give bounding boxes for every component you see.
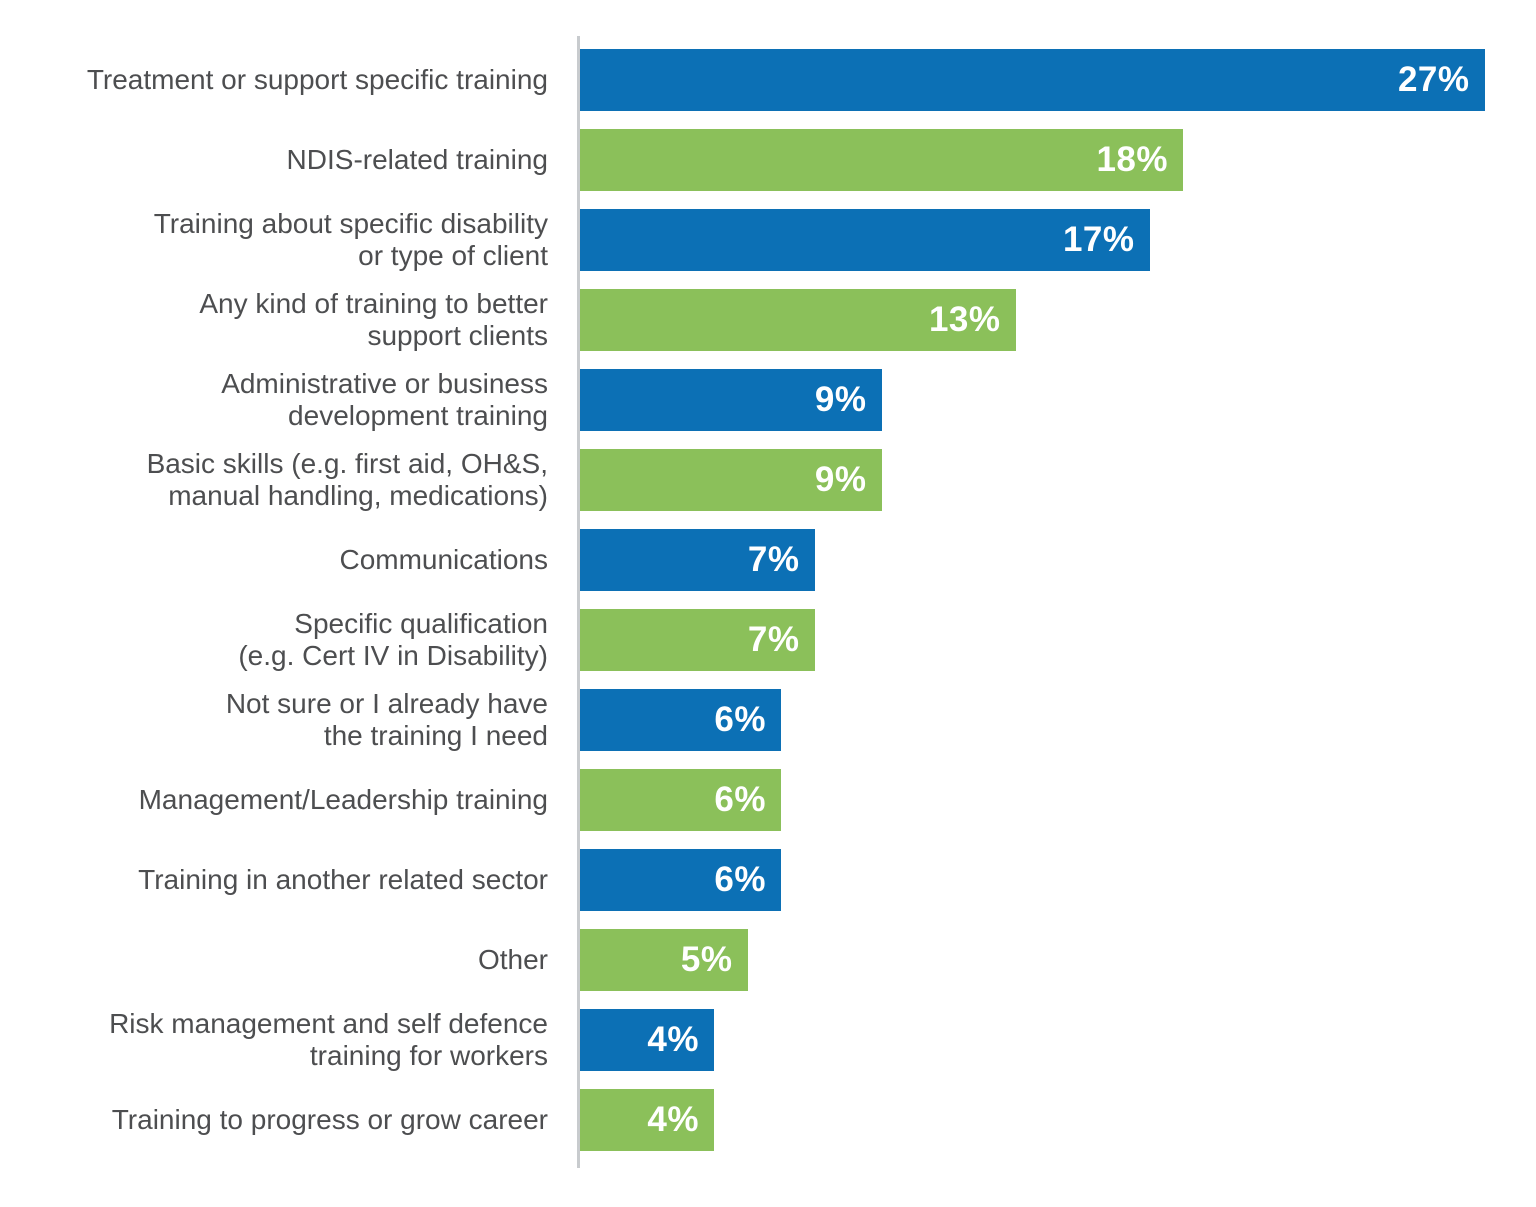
value-label: 5% <box>680 940 733 979</box>
category-label-line: Communications <box>339 544 548 575</box>
chart-row: Management/Leadership training 6% <box>0 760 1536 840</box>
value-label: 6% <box>714 780 766 819</box>
bar-area: 4% <box>580 1000 1536 1080</box>
value-label: 13% <box>928 300 1001 339</box>
category-label-line: support clients <box>367 320 548 351</box>
category-label: Training about specific disability or typ… <box>0 208 580 272</box>
category-label: Not sure or I already have the training I… <box>0 688 580 752</box>
category-label-line: Any kind of training to better <box>199 288 548 319</box>
chart-row: Any kind of training to better support cl… <box>0 280 1536 360</box>
bar: 17% <box>580 209 1150 271</box>
bar: 9% <box>580 369 882 431</box>
bar-area: 9% <box>580 360 1536 440</box>
bar-area: 27% <box>580 40 1536 120</box>
bar: 5% <box>580 929 748 991</box>
bar: 7% <box>580 529 815 591</box>
chart-row: Training about specific disability or typ… <box>0 200 1536 280</box>
bar-area: 18% <box>580 120 1536 200</box>
category-label-line: Training to progress or grow career <box>111 1104 548 1135</box>
category-label-line: Training about specific disability <box>153 208 548 239</box>
bar-area: 5% <box>580 920 1536 1000</box>
bar: 7% <box>580 609 815 671</box>
chart-row: Treatment or support specific training 2… <box>0 40 1536 120</box>
category-label: Other <box>0 944 580 976</box>
category-label-line: Training in another related sector <box>138 864 548 895</box>
bar: 18% <box>580 129 1183 191</box>
category-label-line: or type of client <box>358 240 548 271</box>
category-label-line: Risk management and self defence <box>109 1008 548 1039</box>
value-label: 18% <box>1096 140 1168 179</box>
bar-area: 7% <box>580 520 1536 600</box>
chart-rows: Treatment or support specific training 2… <box>0 40 1536 1160</box>
category-label-line: Treatment or support specific training <box>86 64 548 95</box>
category-label-line: Specific qualification <box>294 608 548 639</box>
category-label-line: Administrative or business <box>221 368 548 399</box>
category-label: Any kind of training to better support cl… <box>0 288 580 352</box>
category-label: NDIS-related training <box>0 144 580 176</box>
value-label: 6% <box>714 860 766 899</box>
category-label: Training to progress or grow career <box>0 1104 580 1136</box>
bar-area: 6% <box>580 680 1536 760</box>
category-label-line: the training I need <box>323 720 548 751</box>
chart-row: Not sure or I already have the training I… <box>0 680 1536 760</box>
category-label: Management/Leadership training <box>0 784 580 816</box>
value-label: 4% <box>647 1020 699 1059</box>
value-label: 17% <box>1062 220 1135 259</box>
value-label: 9% <box>814 380 867 419</box>
chart-row: Basic skills (e.g. first aid, OH&S, manua… <box>0 440 1536 520</box>
value-label: 7% <box>747 620 800 659</box>
chart-row: Communications 7% <box>0 520 1536 600</box>
category-label-line: Other <box>477 944 548 975</box>
category-label-line: NDIS-related training <box>286 144 548 175</box>
bar: 9% <box>580 449 882 511</box>
bar: 4% <box>580 1009 714 1071</box>
category-label: Administrative or business development tr… <box>0 368 580 432</box>
chart-row: Other 5% <box>0 920 1536 1000</box>
bar: 6% <box>580 769 781 831</box>
bar: 27% <box>580 49 1485 111</box>
value-label: 9% <box>814 460 867 499</box>
bar-area: 6% <box>580 760 1536 840</box>
value-label: 7% <box>747 540 800 579</box>
bar-area: 7% <box>580 600 1536 680</box>
category-label: Communications <box>0 544 580 576</box>
bar-area: 9% <box>580 440 1536 520</box>
bar: 6% <box>580 689 781 751</box>
chart-row: Administrative or business development tr… <box>0 360 1536 440</box>
bar: 6% <box>580 849 781 911</box>
bar: 4% <box>580 1089 714 1151</box>
category-label: Treatment or support specific training <box>0 64 580 96</box>
chart-row: Specific qualification (e.g. Cert IV in D… <box>0 600 1536 680</box>
category-label: Specific qualification (e.g. Cert IV in D… <box>0 608 580 672</box>
chart-row: NDIS-related training 18% <box>0 120 1536 200</box>
chart-row: Training to progress or grow career 4% <box>0 1080 1536 1160</box>
bar-area: 13% <box>580 280 1536 360</box>
value-label: 4% <box>647 1100 699 1139</box>
value-label: 27% <box>1397 60 1470 99</box>
bar-area: 4% <box>580 1080 1536 1160</box>
y-axis-line <box>577 36 580 1168</box>
category-label-line: Management/Leadership training <box>138 784 548 815</box>
category-label-line: Not sure or I already have <box>225 688 548 719</box>
bar-area: 6% <box>580 840 1536 920</box>
category-label-line: development training <box>288 400 548 431</box>
chart-row: Risk management and self defence training… <box>0 1000 1536 1080</box>
bar: 13% <box>580 289 1016 351</box>
category-label: Basic skills (e.g. first aid, OH&S, manua… <box>0 448 580 512</box>
category-label-line: training for workers <box>309 1040 548 1071</box>
category-label-line: Basic skills (e.g. first aid, OH&S, <box>146 448 548 479</box>
bar-area: 17% <box>580 200 1536 280</box>
value-label: 6% <box>714 700 766 739</box>
category-label: Risk management and self defence training… <box>0 1008 580 1072</box>
chart-row: Training in another related sector 6% <box>0 840 1536 920</box>
category-label-line: (e.g. Cert IV in Disability) <box>238 640 548 671</box>
category-label-line: manual handling, medications) <box>168 480 548 511</box>
category-label: Training in another related sector <box>0 864 580 896</box>
